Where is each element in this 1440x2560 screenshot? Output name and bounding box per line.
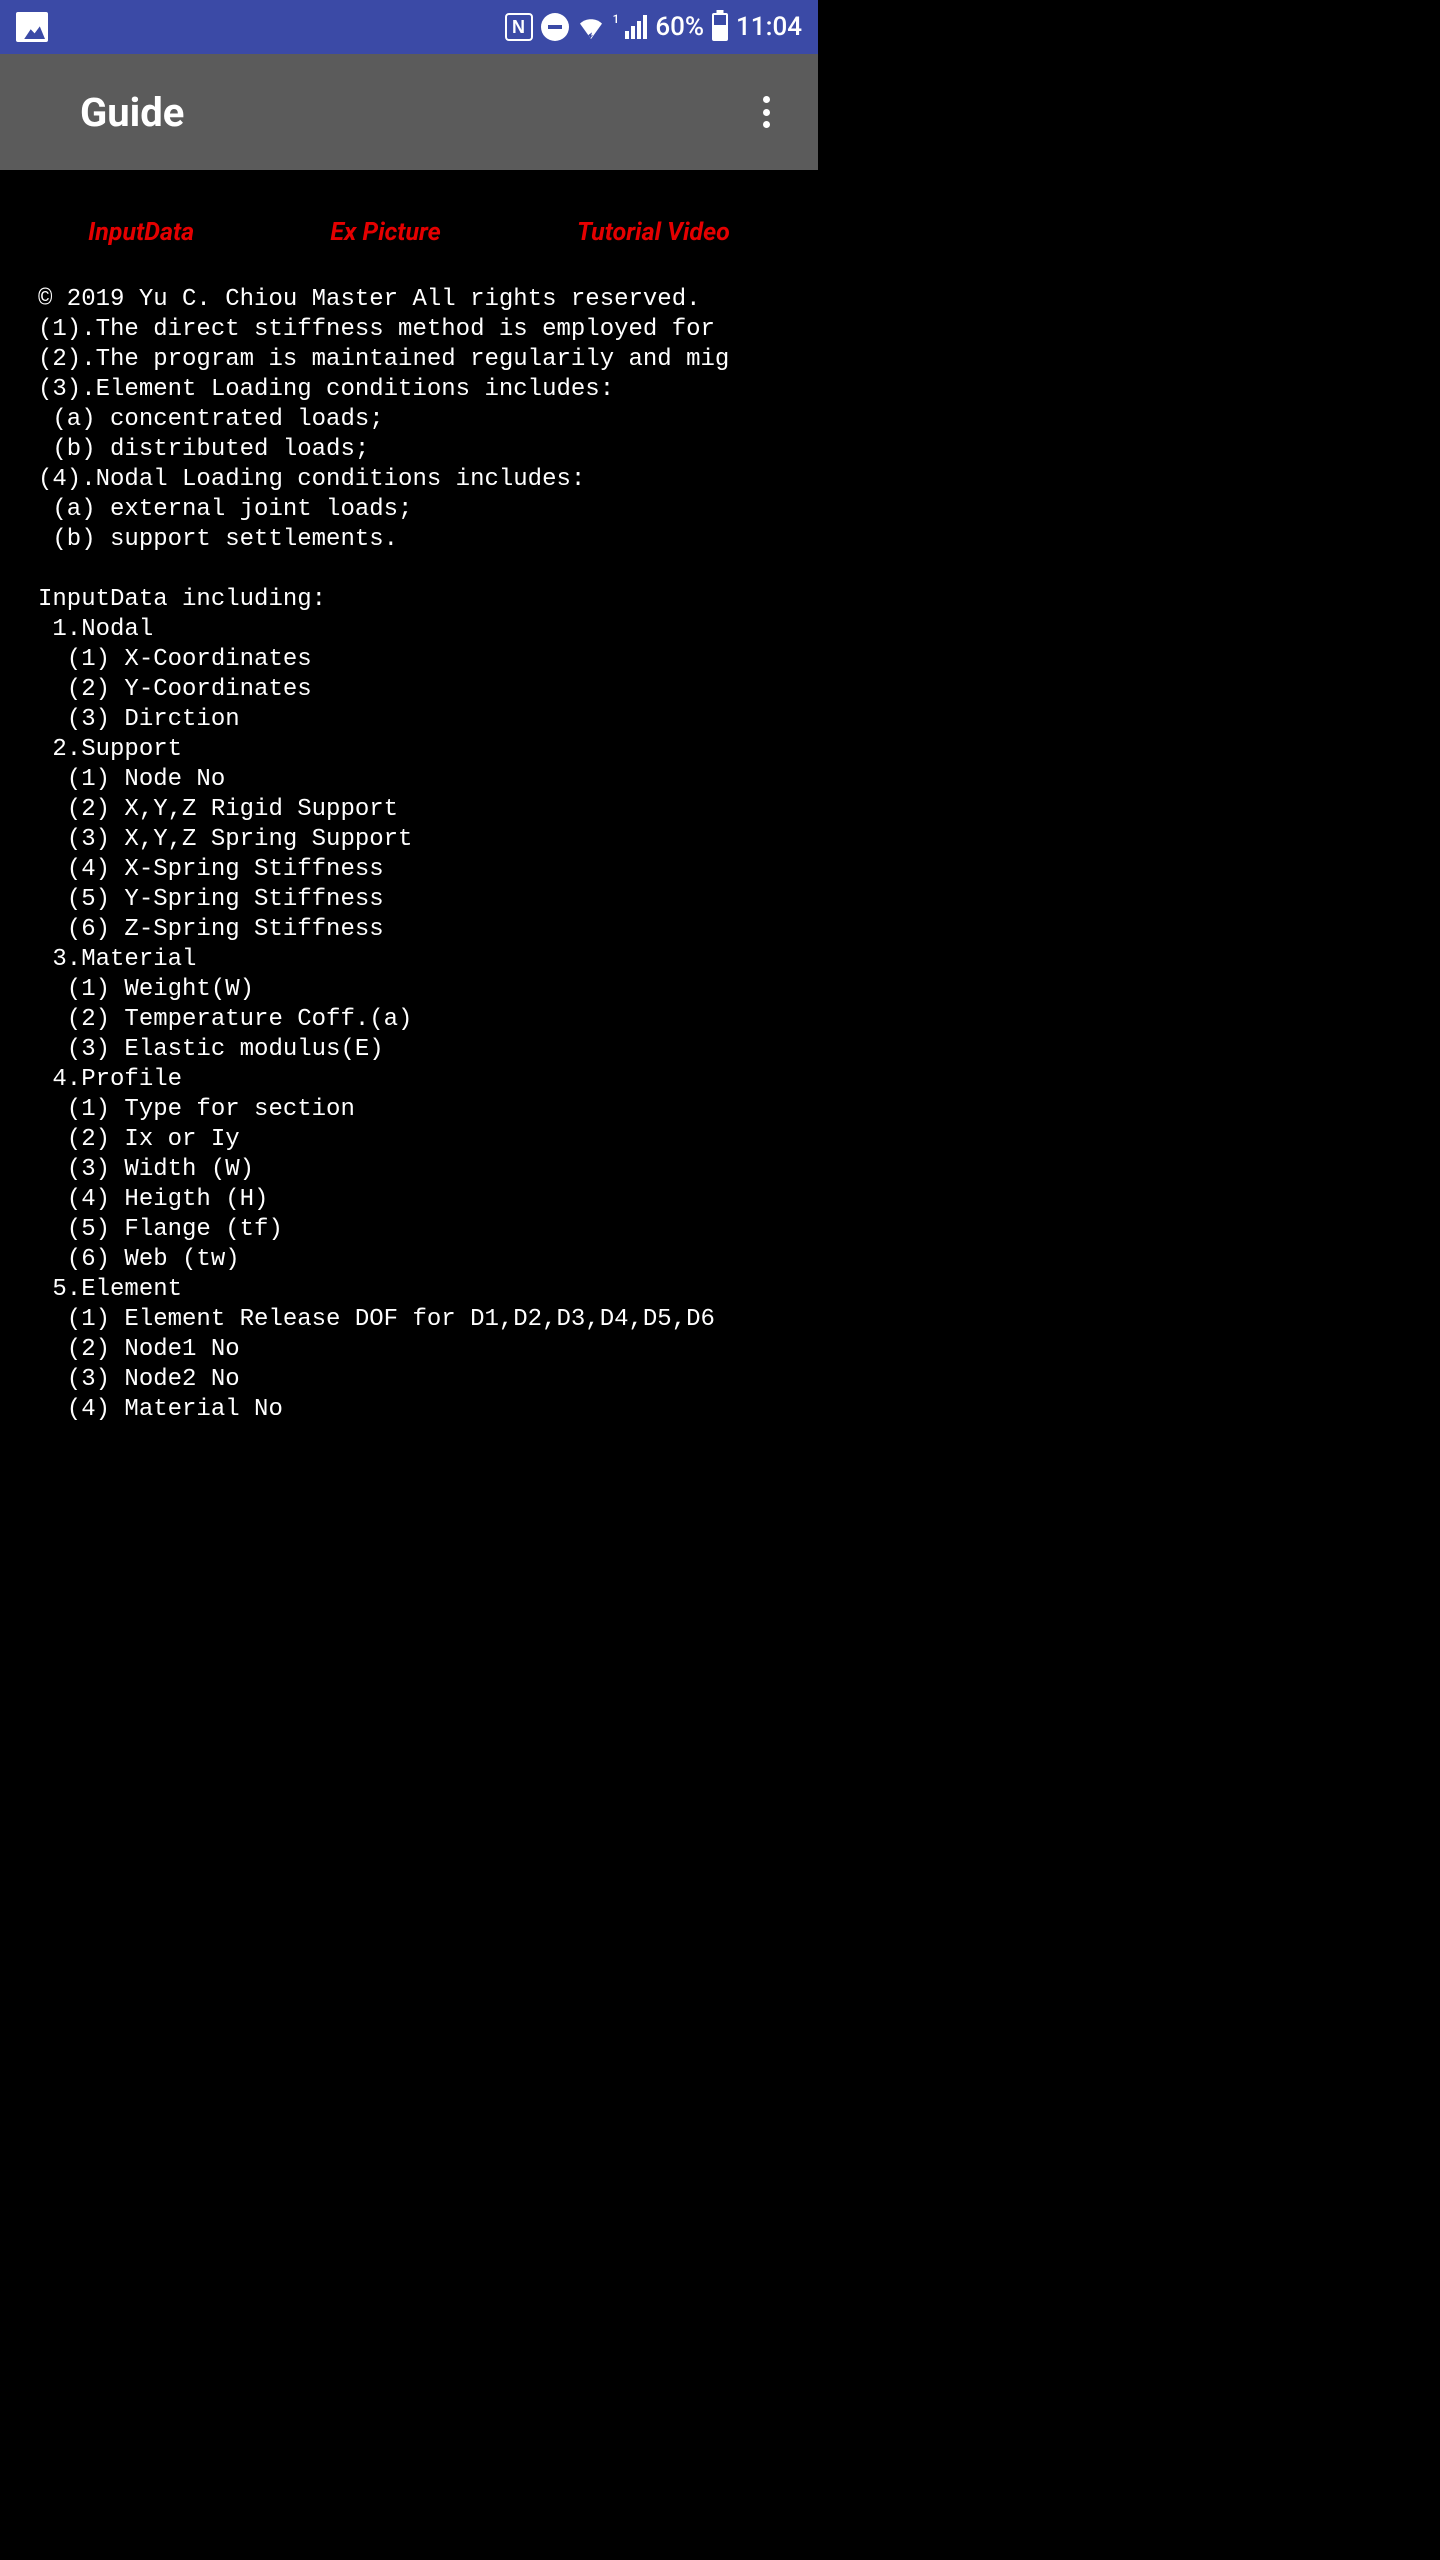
nfc-icon: N: [505, 13, 533, 41]
clock-text: 11:04: [736, 12, 802, 42]
battery-percent-text: 60%: [655, 12, 704, 42]
tab-tutorial-video[interactable]: Tutorial Video: [577, 218, 730, 247]
page-title: Guide: [80, 89, 184, 136]
do-not-disturb-icon: [541, 13, 569, 41]
battery-fill: [714, 25, 726, 39]
signal-superscript: 1: [613, 12, 620, 26]
battery-icon: [712, 13, 728, 41]
cellular-signal-icon: [625, 15, 647, 39]
tab-ex-picture[interactable]: Ex Picture: [330, 218, 440, 247]
status-right-icons: N 1 60% 11:04: [505, 12, 803, 42]
app-bar: Guide: [0, 54, 818, 170]
status-bar: N 1 60% 11:04: [0, 0, 818, 54]
tabs-row: InputData Ex Picture Tutorial Video: [0, 170, 818, 279]
guide-text-content: © 2019 Yu C. Chiou Master All rights res…: [0, 279, 818, 1425]
tab-inputdata[interactable]: InputData: [88, 218, 194, 247]
more-options-icon[interactable]: [754, 94, 778, 130]
wifi-icon: [577, 16, 605, 38]
picture-notification-icon: [16, 12, 48, 42]
status-left-icons: [16, 12, 48, 42]
